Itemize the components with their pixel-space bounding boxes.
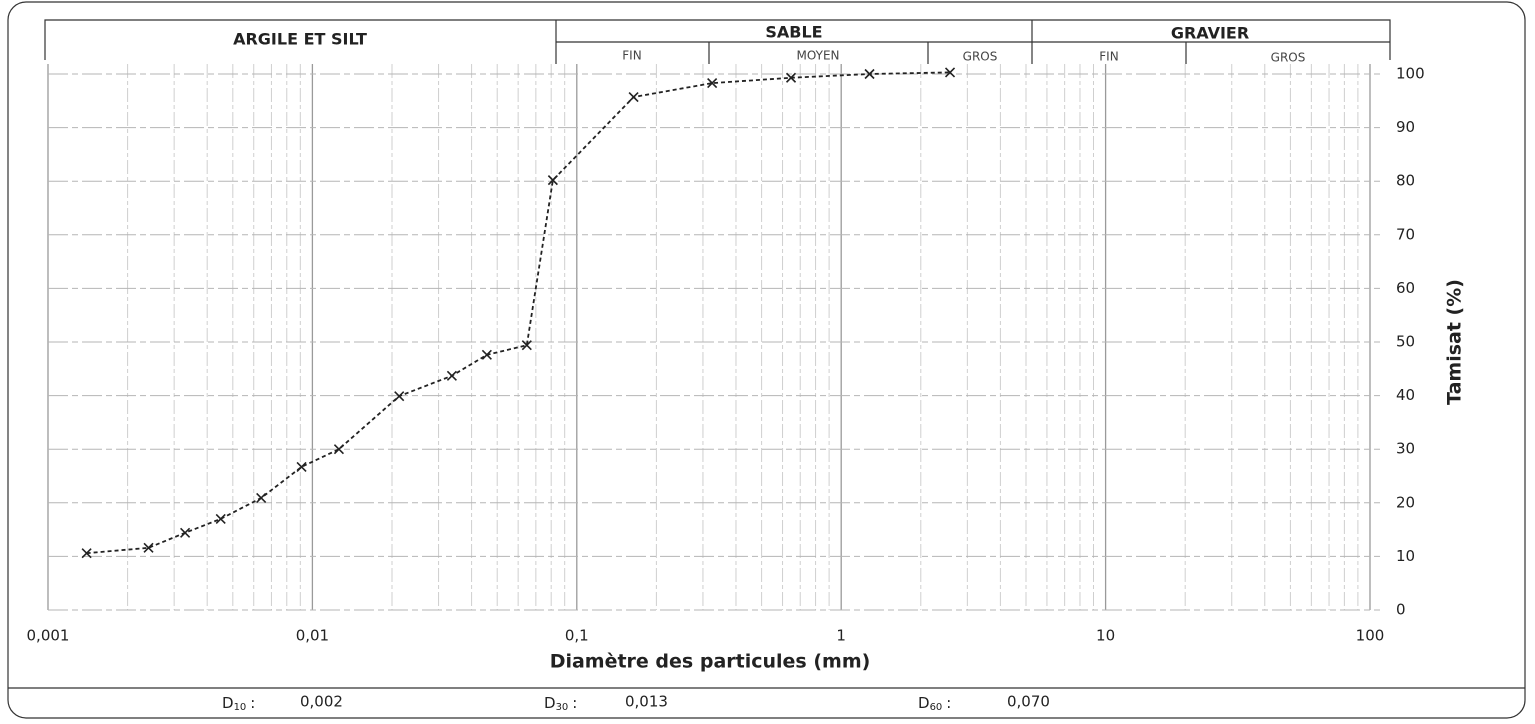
data-point <box>180 527 191 538</box>
header: ARGILE ET SILT SABLE GRAVIER FIN MOYEN G… <box>44 19 1391 65</box>
footer-value: 0,070 <box>1007 693 1050 711</box>
marker-stroke <box>785 72 797 83</box>
header-sublabel: FIN <box>622 49 641 63</box>
y-tick-label: 0 <box>1396 601 1406 619</box>
marker-stroke <box>143 542 154 553</box>
y-tick-label: 30 <box>1396 440 1415 458</box>
marker-stroke <box>446 370 457 381</box>
header-sublabel: MOYEN <box>796 49 839 63</box>
data-point <box>81 548 92 559</box>
y-tick-label: 80 <box>1396 172 1415 190</box>
y-tick-label: 100 <box>1396 65 1425 83</box>
marker-stroke <box>481 349 492 360</box>
data-point <box>785 72 797 83</box>
data-point <box>481 349 492 360</box>
y-tick-label: 60 <box>1396 279 1415 297</box>
marker-stroke <box>296 461 307 472</box>
marker-stroke <box>333 444 345 455</box>
separator: : <box>946 694 951 712</box>
subscript: 30 <box>556 702 569 713</box>
x-tick-label: 100 <box>1356 627 1385 645</box>
header-box <box>44 19 1391 60</box>
footer: D10:0,002 D30:0,013 D60:0,070 <box>222 693 1050 714</box>
data-point <box>215 513 226 524</box>
x-tick-label: 0,001 <box>27 627 70 645</box>
header-sublabel: GROS <box>1271 51 1306 65</box>
x-tick-label: 1 <box>836 627 846 645</box>
data-point <box>864 68 875 80</box>
x-axis-label: Diamètre des particules (mm) <box>550 651 871 673</box>
y-tick-label: 10 <box>1396 547 1415 565</box>
x-tick-label: 0,1 <box>565 627 589 645</box>
marker-stroke <box>628 91 639 103</box>
y-tick-label: 50 <box>1396 333 1415 351</box>
y-tick-label: 90 <box>1396 118 1415 136</box>
marker-stroke <box>394 391 405 402</box>
y-tick-label: 70 <box>1396 225 1415 243</box>
footer-label: D60: <box>918 694 951 714</box>
data-point <box>256 492 267 504</box>
separator: : <box>250 694 255 712</box>
data-point <box>143 542 154 553</box>
header-sublabel: FIN <box>1099 50 1118 64</box>
data-point <box>333 444 345 455</box>
data-point <box>944 67 956 78</box>
grid <box>47 64 1380 611</box>
header-label: ARGILE ET SILT <box>233 30 367 49</box>
footer-label: D30: <box>544 694 577 714</box>
y-tick-label: 40 <box>1396 386 1415 404</box>
header-sublabel: GROS <box>963 50 998 64</box>
footer-value: 0,002 <box>300 693 343 711</box>
outer-frame <box>7 1 1526 719</box>
symbol: D <box>918 694 930 712</box>
marker-stroke <box>944 67 956 78</box>
marker-stroke <box>521 340 532 351</box>
data-point <box>521 340 532 351</box>
subscript: 10 <box>234 702 247 713</box>
footer-value: 0,013 <box>625 693 668 711</box>
subscript: 60 <box>930 702 943 713</box>
symbol: D <box>222 694 234 712</box>
data-point <box>707 78 718 89</box>
data-point <box>296 461 307 472</box>
x-tick-label: 0,01 <box>296 627 329 645</box>
data-point <box>394 391 405 402</box>
data-point <box>628 91 639 103</box>
x-tick-label: 10 <box>1096 627 1115 645</box>
marker-stroke <box>215 513 226 524</box>
y-tick-label: 20 <box>1396 493 1415 511</box>
header-label: GRAVIER <box>1171 24 1249 43</box>
marker-stroke <box>180 527 191 538</box>
data-point <box>446 370 457 381</box>
footer-label: D10: <box>222 694 255 714</box>
marker-stroke <box>707 78 718 89</box>
marker-stroke <box>864 68 875 80</box>
marker-stroke <box>81 548 92 559</box>
y-axis-label: Tamisat (%) <box>1444 279 1466 405</box>
marker-stroke <box>547 175 558 186</box>
header-label: SABLE <box>765 23 822 42</box>
separator: : <box>572 694 577 712</box>
symbol: D <box>544 694 556 712</box>
marker-stroke <box>256 492 267 504</box>
data-point <box>547 175 558 186</box>
